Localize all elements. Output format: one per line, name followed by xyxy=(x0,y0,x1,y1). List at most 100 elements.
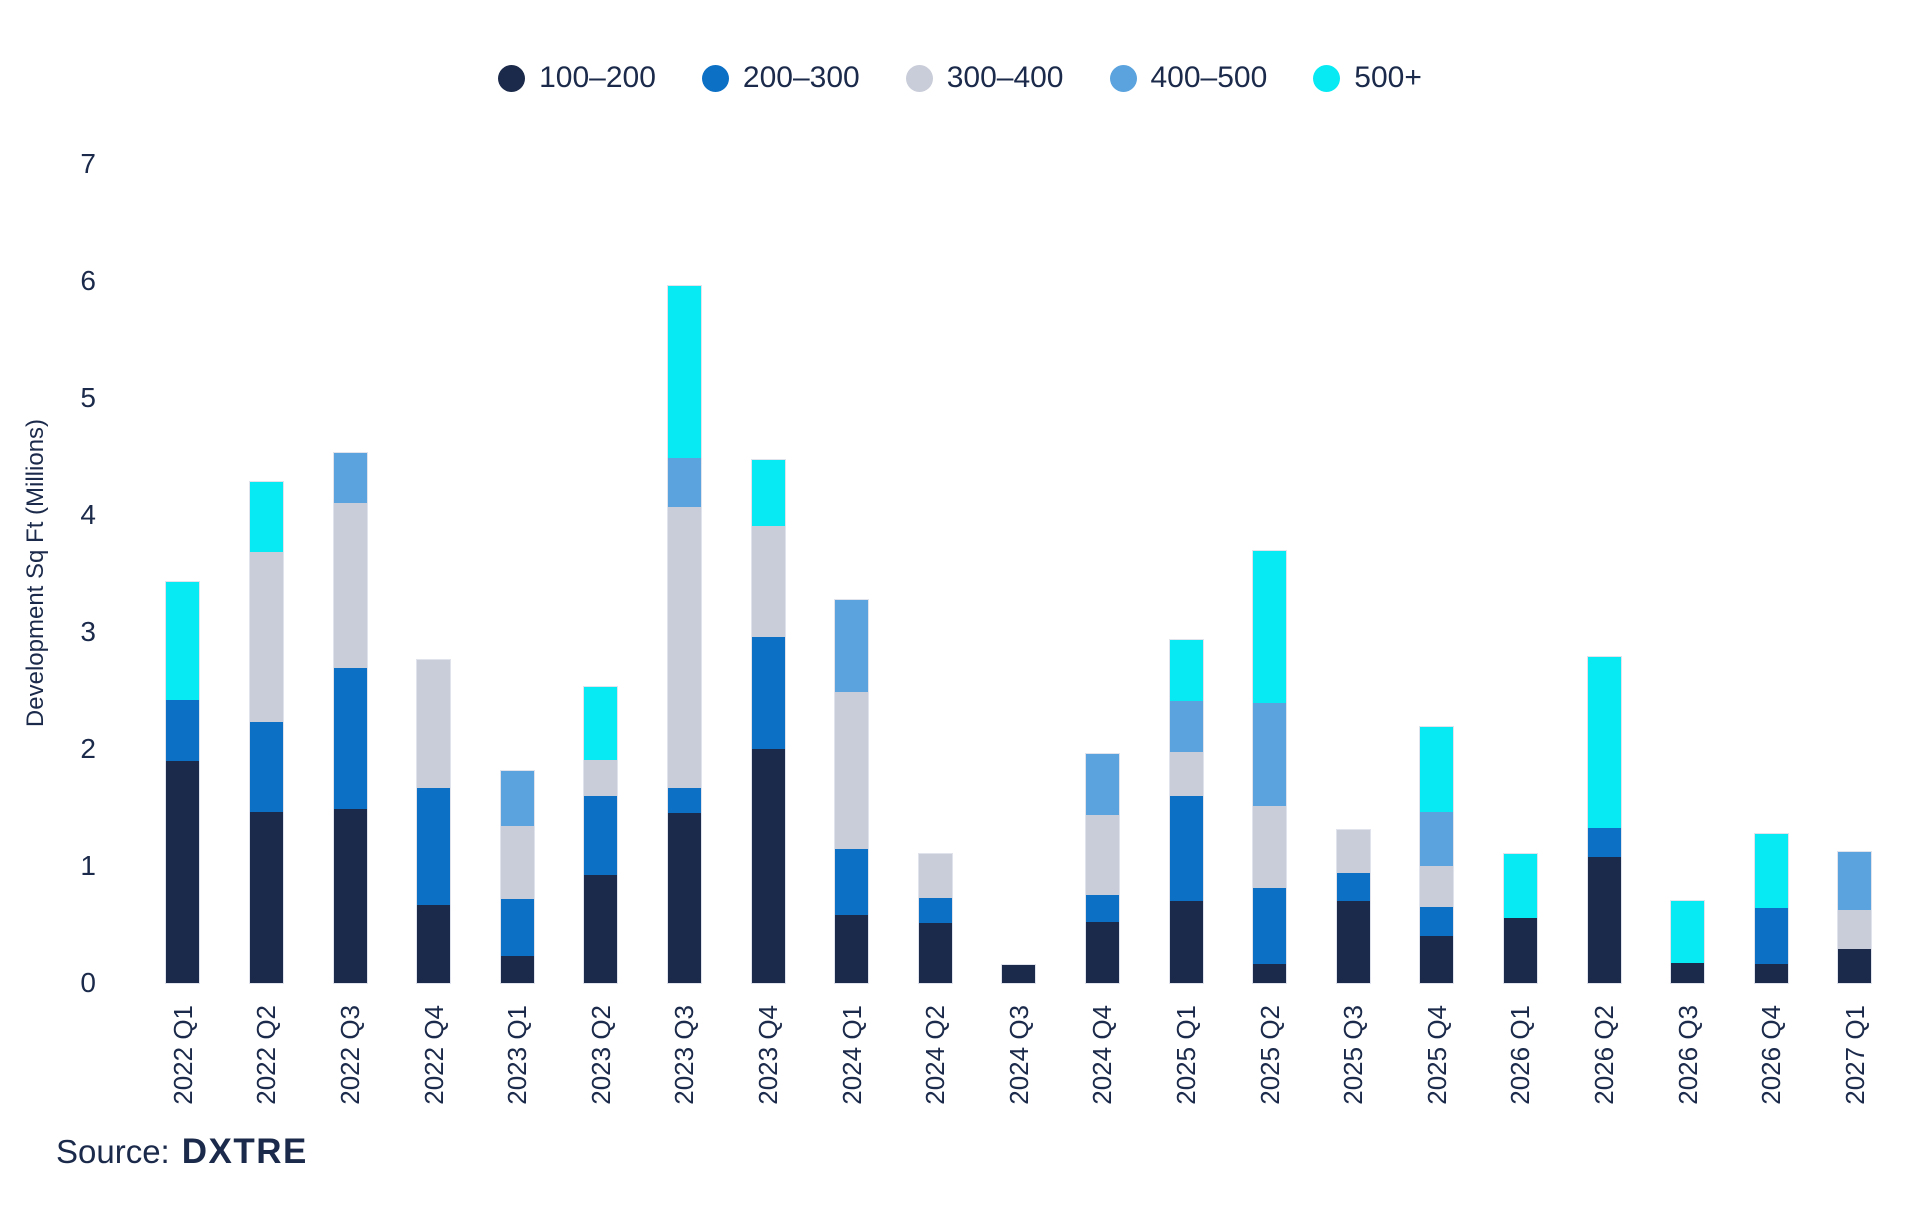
y-axis-title: Development Sq Ft (Millions) xyxy=(22,418,49,728)
bar-segment-300-400 xyxy=(249,552,283,722)
x-axis-label-2025-q2: 2025 Q2 xyxy=(1254,1005,1285,1105)
x-axis-label-2024-q4: 2024 Q4 xyxy=(1087,1005,1118,1105)
legend-item-1: 200–300 xyxy=(701,61,860,94)
bar-segment-100-200 xyxy=(166,760,200,983)
legend-item-2: 300–400 xyxy=(905,61,1064,94)
bar-2025-q4 xyxy=(1420,727,1454,984)
bar-segment-100-200 xyxy=(1336,901,1370,983)
bar-segment-100-200 xyxy=(918,923,952,983)
bar-segment-200-300 xyxy=(1336,873,1370,902)
bar-segment-500+ xyxy=(584,687,618,760)
bar-segment-200-300 xyxy=(1587,827,1621,857)
bar-segment-100-200 xyxy=(1754,963,1788,983)
legend-item-0: 100–200 xyxy=(498,63,656,93)
legend-label: 100–200 xyxy=(539,61,656,94)
bar-segment-100-200 xyxy=(417,904,451,983)
legend-dot-icon xyxy=(905,64,933,92)
x-axis-label-2026-q4: 2026 Q4 xyxy=(1756,1005,1787,1105)
bar-segment-100-200 xyxy=(1169,900,1203,983)
x-axis-label-2022-q1: 2022 Q1 xyxy=(167,1005,198,1105)
bar-segment-100-200 xyxy=(1002,965,1036,983)
bar-segment-500+ xyxy=(249,482,283,553)
bar-2025-q2 xyxy=(1253,551,1287,983)
bar-segment-500+ xyxy=(1253,551,1287,704)
bar-segment-100-200 xyxy=(1420,936,1454,984)
legend-dot-icon xyxy=(498,64,526,92)
bar-segment-200-300 xyxy=(667,787,701,814)
legend-label: 200–300 xyxy=(742,61,860,94)
bar-segment-100-200 xyxy=(1587,856,1621,984)
bar-segment-100-200 xyxy=(1671,963,1705,983)
bar-segment-100-200 xyxy=(667,813,701,984)
bar-segment-100-200 xyxy=(1085,922,1119,983)
legend-label: 400–500 xyxy=(1150,61,1268,94)
bar-segment-500+ xyxy=(1671,901,1705,963)
y-axis-tick-0: 0 xyxy=(80,967,96,998)
bar-2022-q4 xyxy=(417,660,451,983)
x-axis-label-2022-q3: 2022 Q3 xyxy=(335,1005,365,1105)
bar-segment-200-300 xyxy=(500,898,534,956)
x-axis-label-2025-q1: 2025 Q1 xyxy=(1171,1005,1201,1105)
bar-2026-q1 xyxy=(1503,854,1537,983)
bar-segment-200-300 xyxy=(417,787,451,905)
bar-segment-100-200 xyxy=(1503,918,1537,983)
bar-segment-300-400 xyxy=(667,507,701,788)
bar-segment-300-400 xyxy=(584,759,618,796)
bar-2025-q3 xyxy=(1336,830,1370,983)
x-axis-label-2024-q2: 2024 Q2 xyxy=(920,1005,951,1105)
legend-label: 500+ xyxy=(1354,61,1422,94)
bar-segment-100-200 xyxy=(333,808,367,983)
bar-segment-500+ xyxy=(1420,727,1454,813)
chart-legend: 100–200 200–300 300–400 400–500 500+ xyxy=(0,58,1920,98)
y-axis-tick-6: 6 xyxy=(80,265,96,296)
bar-segment-300-400 xyxy=(417,660,451,788)
x-axis-label-2023-q2: 2023 Q2 xyxy=(585,1005,616,1105)
x-axis-label-2023-q1: 2023 Q1 xyxy=(502,1005,533,1105)
bar-segment-200-300 xyxy=(835,849,869,915)
legend-dot-icon xyxy=(701,64,729,92)
bar-segment-100-200 xyxy=(835,914,869,983)
bar-segment-500+ xyxy=(1754,834,1788,908)
bar-segment-200-300 xyxy=(1253,887,1287,964)
x-axis-label-2023-q4: 2023 Q4 xyxy=(753,1005,783,1105)
legend-dot-icon xyxy=(1109,64,1137,92)
bar-segment-500+ xyxy=(751,460,785,526)
bar-2023-q1 xyxy=(500,771,534,983)
bar-2024-q2 xyxy=(918,854,952,983)
bar-segment-300-400 xyxy=(1085,814,1119,896)
bar-2023-q3 xyxy=(667,286,701,984)
bar-2022-q2 xyxy=(249,482,283,983)
legend-label: 300–400 xyxy=(946,61,1064,94)
bar-segment-400-500 xyxy=(1169,700,1203,753)
bar-segment-300-400 xyxy=(835,692,869,850)
x-axis-label-2027-q1: 2027 Q1 xyxy=(1839,1005,1870,1105)
bar-segment-400-500 xyxy=(667,457,701,508)
bar-2027-q1 xyxy=(1838,852,1872,983)
y-axis-tick-4: 4 xyxy=(80,499,96,530)
y-axis-tick-2: 2 xyxy=(80,733,96,764)
bar-segment-100-200 xyxy=(1253,963,1287,983)
y-axis-tick-3: 3 xyxy=(80,616,96,647)
bar-segment-200-300 xyxy=(1169,795,1203,901)
bar-segment-500+ xyxy=(1169,640,1203,701)
bar-segment-100-200 xyxy=(249,811,283,983)
x-axis-label-2026-q2: 2026 Q2 xyxy=(1589,1005,1619,1105)
bar-segment-100-200 xyxy=(1838,949,1872,983)
x-axis-label-2022-q2: 2022 Q2 xyxy=(251,1005,282,1105)
bar-segment-200-300 xyxy=(333,668,367,809)
bar-segment-200-300 xyxy=(751,636,785,749)
bar-segment-100-200 xyxy=(751,748,785,983)
bar-segment-100-200 xyxy=(584,875,618,983)
bar-segment-200-300 xyxy=(1085,895,1119,923)
bar-segment-400-500 xyxy=(500,771,534,826)
bar-segment-200-300 xyxy=(1420,907,1454,937)
bar-segment-300-400 xyxy=(500,825,534,899)
bar-segment-300-400 xyxy=(1169,752,1203,796)
bar-2022-q3 xyxy=(333,453,367,983)
source-brand-logo: DXTRE xyxy=(181,1132,308,1171)
bar-segment-500+ xyxy=(1503,854,1537,919)
bar-segment-200-300 xyxy=(584,795,618,876)
bar-2023-q2 xyxy=(584,687,618,983)
bar-2026-q3 xyxy=(1671,901,1705,983)
